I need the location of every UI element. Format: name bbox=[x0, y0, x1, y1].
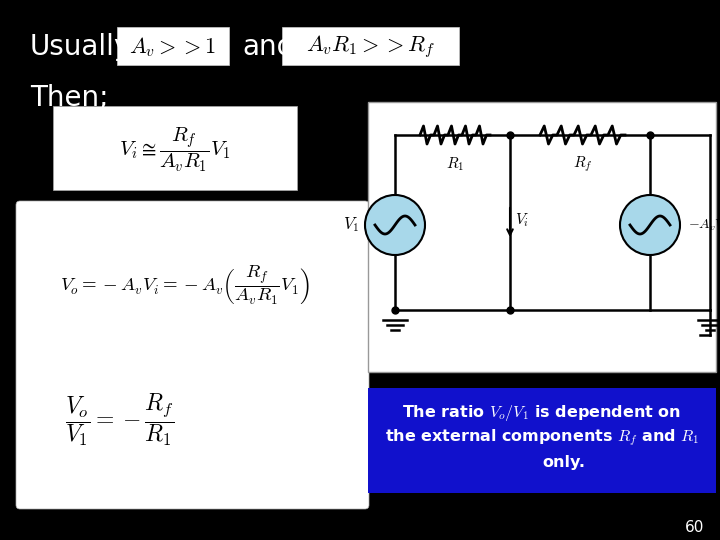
FancyBboxPatch shape bbox=[53, 106, 297, 190]
FancyBboxPatch shape bbox=[282, 27, 459, 65]
Text: $A_v >> 1$: $A_v >> 1$ bbox=[130, 35, 217, 59]
Circle shape bbox=[620, 195, 680, 255]
Text: the external components $R_f$ and $R_1$: the external components $R_f$ and $R_1$ bbox=[384, 428, 699, 448]
Text: $V_i \cong \dfrac{R_f}{A_v R_1} V_1$: $V_i \cong \dfrac{R_f}{A_v R_1} V_1$ bbox=[120, 126, 230, 174]
Text: Then;: Then; bbox=[30, 84, 109, 112]
Text: $V_1$: $V_1$ bbox=[343, 215, 360, 234]
FancyBboxPatch shape bbox=[16, 201, 369, 509]
Text: $-A_v V_i = V_o$: $-A_v V_i = V_o$ bbox=[688, 217, 720, 233]
Text: and: and bbox=[242, 33, 294, 61]
Text: Usually: Usually bbox=[30, 33, 131, 61]
Text: $A_v R_1 >> R_f$: $A_v R_1 >> R_f$ bbox=[306, 33, 435, 60]
Circle shape bbox=[365, 195, 425, 255]
FancyBboxPatch shape bbox=[117, 27, 229, 65]
FancyBboxPatch shape bbox=[368, 102, 716, 372]
Text: $V_o = -A_v V_i = -A_v \left( \dfrac{R_f}{A_v R_1} V_1 \right)$: $V_o = -A_v V_i = -A_v \left( \dfrac{R_f… bbox=[60, 264, 310, 307]
FancyBboxPatch shape bbox=[368, 388, 716, 493]
Text: $R_1$: $R_1$ bbox=[446, 155, 464, 173]
Text: only.: only. bbox=[542, 456, 585, 470]
Text: $R_f$: $R_f$ bbox=[572, 155, 593, 174]
Text: 60: 60 bbox=[685, 519, 705, 535]
Text: $V_i$: $V_i$ bbox=[515, 211, 529, 229]
Text: $\dfrac{V_o}{V_1} = -\dfrac{R_f}{R_1}$: $\dfrac{V_o}{V_1} = -\dfrac{R_f}{R_1}$ bbox=[66, 392, 175, 448]
Text: The ratio $V_o/V_1$ is dependent on: The ratio $V_o/V_1$ is dependent on bbox=[402, 403, 682, 423]
